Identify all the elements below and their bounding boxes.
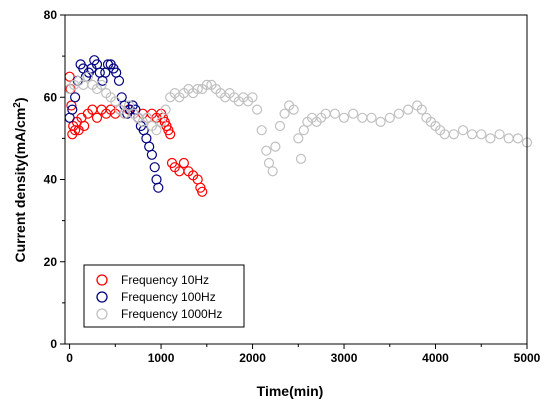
y-axis-title-sup: 2 [12, 102, 23, 108]
point-1000hz [192, 83, 203, 95]
point-1000hz [393, 108, 404, 119]
point-10hz [79, 120, 90, 132]
legend-marker-10hz [96, 274, 108, 286]
point-1000hz [156, 116, 167, 128]
legend-item-1000hz: Frequency 1000Hz [96, 307, 222, 321]
y-tick-label: 20 [44, 255, 58, 269]
point-1000hz [329, 108, 340, 119]
point-1000hz [267, 166, 278, 177]
point-1000hz [485, 133, 496, 144]
point-10hz [178, 157, 189, 169]
x-tick-label: 5000 [514, 351, 541, 365]
point-100hz [67, 104, 78, 115]
point-1000hz [279, 108, 290, 119]
point-10hz [64, 71, 75, 82]
point-1000hz [201, 79, 212, 91]
point-10hz [91, 112, 103, 123]
point-100hz [153, 182, 164, 193]
point-1000hz [256, 125, 267, 136]
y-tick-label: 80 [44, 8, 58, 22]
point-1000hz [375, 116, 386, 128]
point-1000hz [357, 112, 368, 123]
point-1000hz [123, 100, 135, 111]
point-10hz [165, 129, 176, 140]
x-axis-title: Time(min) [257, 383, 324, 399]
x-tick-label: 1000 [148, 351, 175, 365]
point-1000hz [261, 145, 272, 156]
series-10hz [64, 71, 208, 197]
point-10hz [197, 186, 208, 197]
point-100hz [151, 174, 162, 185]
legend-item-10hz: Frequency 10Hz [96, 273, 209, 287]
point-1000hz [82, 71, 94, 82]
point-1000hz [295, 153, 307, 164]
y-axis-title-main: Current density(mA/cm [12, 108, 28, 263]
point-1000hz [448, 129, 459, 140]
point-1000hz [252, 104, 263, 115]
point-1000hz [348, 108, 359, 119]
x-tick-label: 4000 [422, 351, 449, 365]
legend-marker-100hz [96, 291, 108, 303]
point-100hz [146, 149, 157, 160]
legend-item-100hz: Frequency 100Hz [96, 290, 216, 304]
point-1000hz [457, 125, 469, 136]
point-1000hz [416, 104, 427, 115]
point-1000hz [110, 96, 121, 107]
series-1000hz [64, 71, 533, 177]
point-10hz [66, 100, 77, 111]
legend-label-1000hz: Frequency 1000Hz [121, 307, 222, 321]
legend-label-100hz: Frequency 100Hz [121, 290, 216, 304]
x-tick-label: 0 [66, 351, 73, 365]
y-tick-label: 60 [44, 90, 58, 104]
point-1000hz [270, 141, 281, 152]
point-100hz [113, 75, 125, 86]
point-1000hz [288, 104, 299, 115]
point-1000hz [476, 129, 487, 140]
point-1000hz [366, 112, 377, 123]
legend-marker-1000hz [96, 308, 108, 320]
x-tick-label: 3000 [331, 351, 358, 365]
point-1000hz [298, 125, 309, 136]
point-1000hz [247, 92, 258, 103]
x-tick-label: 2000 [239, 351, 266, 365]
point-1000hz [494, 129, 505, 140]
point-1000hz [263, 157, 275, 169]
point-1000hz [503, 133, 514, 144]
point-1000hz [512, 133, 524, 144]
point-1000hz [384, 112, 395, 123]
point-1000hz [467, 129, 478, 140]
point-1000hz [96, 79, 107, 91]
point-1000hz [403, 104, 414, 115]
point-1000hz [274, 120, 286, 132]
legend: Frequency 10Hz Frequency 100Hz Frequency… [83, 264, 245, 328]
point-100hz [69, 92, 81, 103]
point-1000hz [151, 125, 162, 136]
legend-label-10hz: Frequency 10Hz [121, 273, 209, 287]
series-layer [64, 55, 533, 197]
point-100hz [149, 162, 160, 173]
point-1000hz [338, 112, 350, 123]
axes-layer: 0 1000 2000 3000 4000 5000 0 20 40 60 80 [44, 8, 541, 365]
point-1000hz [293, 133, 304, 144]
y-axis-title: Current density(mA/cm2) [12, 97, 29, 262]
y-tick-label: 40 [44, 173, 58, 187]
point-1000hz [160, 104, 171, 115]
point-1000hz [142, 112, 153, 123]
y-tick-label: 0 [50, 337, 57, 351]
legend-box [83, 264, 245, 328]
y-axis-title-end: ) [12, 97, 28, 102]
